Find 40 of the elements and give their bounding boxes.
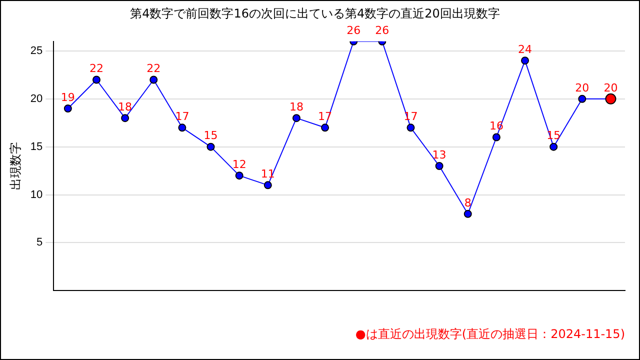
- y-tick-label: 25: [30, 45, 43, 58]
- data-label: 22: [89, 62, 104, 76]
- y-axis-title: 出現数字: [8, 142, 23, 190]
- point: [550, 142, 558, 151]
- point: [150, 76, 158, 84]
- y-tick-label: 10: [30, 188, 43, 201]
- point: [121, 114, 130, 122]
- point: [521, 56, 530, 65]
- point: [92, 76, 100, 84]
- point: [292, 114, 300, 122]
- point: [464, 210, 472, 218]
- point: [64, 104, 72, 112]
- data-label: 20: [575, 81, 590, 94]
- point: [406, 124, 415, 132]
- point: [435, 162, 444, 170]
- data-label: 19: [60, 90, 75, 104]
- point: [264, 181, 272, 190]
- chart-title: 第4数字で前回数字16の次回に出ている第4数字の直近20回出現数字: [130, 6, 500, 20]
- point: [235, 172, 244, 180]
- data-label: 20: [604, 81, 618, 94]
- point: [178, 124, 186, 132]
- point: [321, 124, 330, 132]
- data-label: 18: [289, 100, 304, 114]
- data-label: 12: [232, 158, 246, 171]
- data-label: 26: [346, 24, 361, 37]
- data-label: 15: [204, 129, 218, 142]
- point: [578, 94, 586, 103]
- data-label: 24: [518, 42, 532, 56]
- data-label: 13: [432, 148, 446, 162]
- data-label: 18: [118, 100, 132, 114]
- data-label: 22: [146, 62, 161, 76]
- data-label: 26: [375, 24, 390, 37]
- y-tick-label: 15: [30, 140, 43, 153]
- data-label: 17: [175, 110, 190, 124]
- data-label: 8: [464, 196, 472, 210]
- y-tick-label: 20: [30, 92, 43, 105]
- y-tick-label: 5: [36, 236, 43, 249]
- point: [492, 133, 500, 142]
- point: [206, 142, 215, 151]
- text: ●は直近の出現数字(直近の抽選日：2024-11-15): [355, 326, 625, 343]
